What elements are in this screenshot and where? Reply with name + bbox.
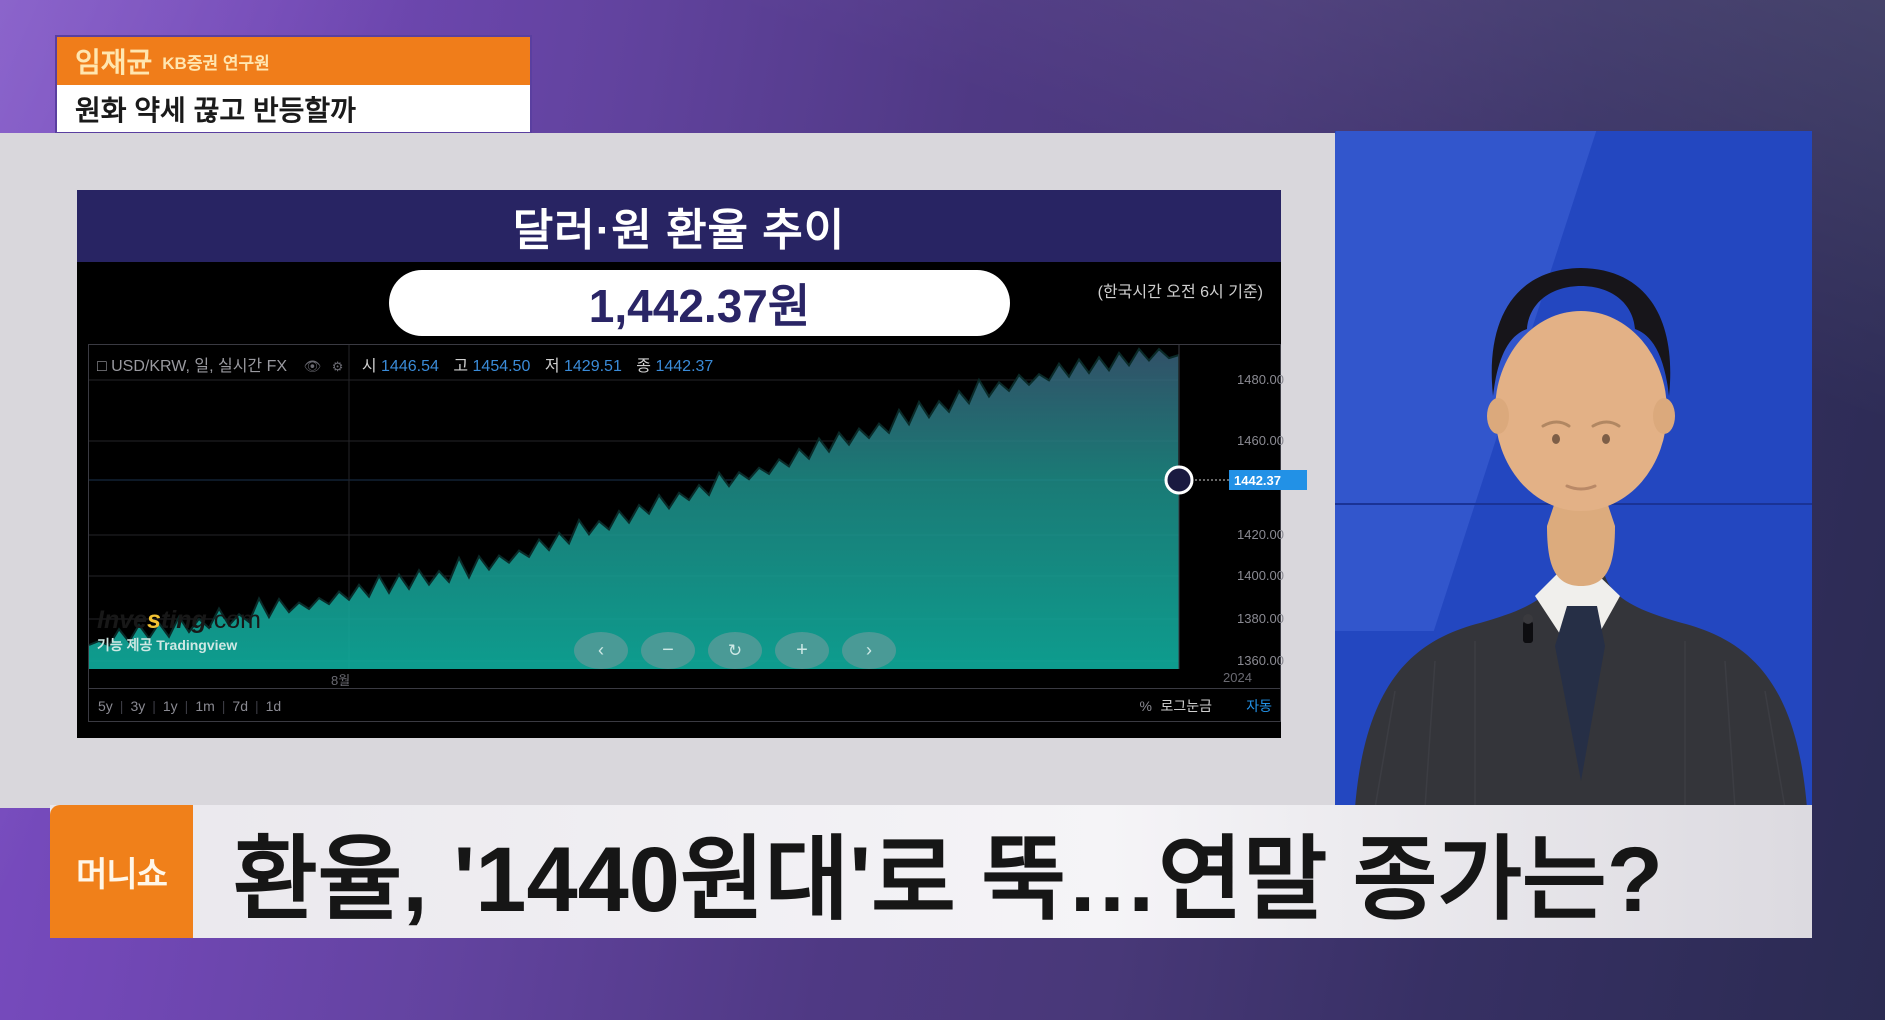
svg-text:1360.00: 1360.00 — [1237, 653, 1284, 668]
svg-text:1442.37: 1442.37 — [1234, 473, 1281, 488]
svg-text:1420.00: 1420.00 — [1237, 527, 1284, 542]
svg-text:1480.00: 1480.00 — [1237, 372, 1284, 387]
svg-text:1460.00: 1460.00 — [1237, 433, 1284, 448]
svg-text:1380.00: 1380.00 — [1237, 611, 1284, 626]
svg-text:1400.00: 1400.00 — [1237, 568, 1284, 583]
